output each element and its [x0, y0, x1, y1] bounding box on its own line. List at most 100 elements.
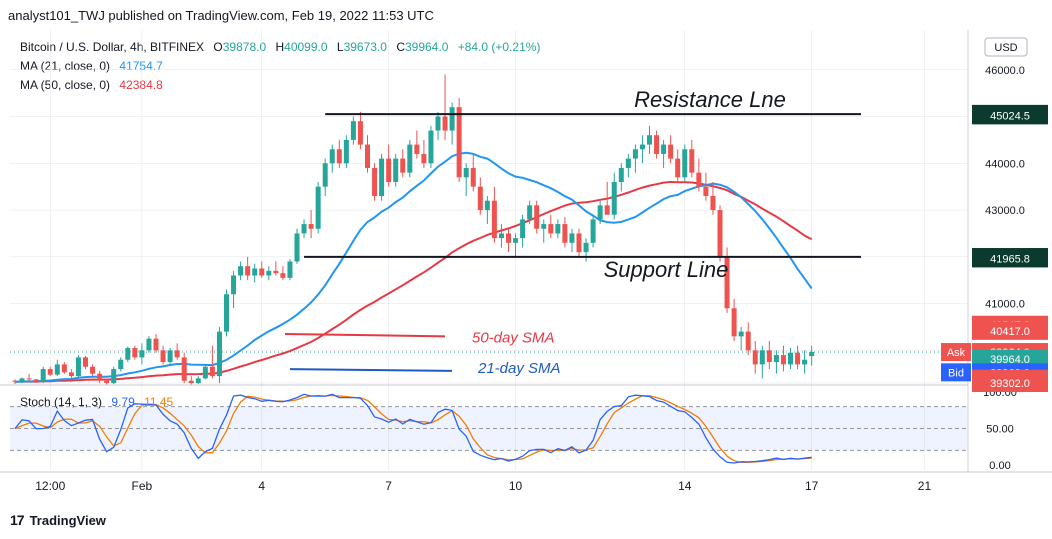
- candle-body: [654, 135, 660, 154]
- candle-body: [357, 121, 363, 145]
- high-value: 40099.0: [284, 40, 328, 54]
- time-tick-label: Feb: [132, 479, 153, 493]
- candle-body: [61, 364, 67, 373]
- sma21-pointer-line: [289, 368, 453, 372]
- candle-body: [463, 167, 469, 178]
- candle-body: [576, 233, 582, 253]
- stoch-legend: Stoch (14, 1, 3) 9.79 11.45: [20, 395, 173, 409]
- candle-body: [590, 219, 596, 243]
- candle-body: [40, 369, 46, 383]
- candle-body: [421, 153, 427, 164]
- candle-body: [491, 200, 497, 239]
- candle-body: [195, 378, 201, 384]
- candle-body: [562, 224, 568, 243]
- currency-badge: [984, 37, 1028, 57]
- candle-body: [583, 242, 589, 253]
- candle-body: [181, 357, 187, 381]
- quote-tag-label: Ask: [947, 347, 966, 359]
- open-value: 39878.0: [222, 40, 267, 54]
- ma50-label: MA (50, close, 0): [20, 78, 111, 92]
- candle-body: [47, 369, 53, 375]
- candle-body: [407, 144, 413, 173]
- low-value: 39673.0: [343, 40, 387, 54]
- candle-body: [33, 379, 39, 383]
- candle-body: [336, 149, 342, 164]
- candle-body: [449, 107, 455, 131]
- candle-body: [259, 268, 265, 276]
- symbol-title: Bitcoin / U.S. Dollar, 4h, BITFINEX: [20, 40, 205, 54]
- price-tick-label: 43000.0: [985, 205, 1025, 217]
- candle-body: [520, 219, 526, 239]
- price-label: 41965.8: [990, 253, 1030, 265]
- candle-body: [379, 158, 385, 197]
- candle-body: [350, 121, 356, 140]
- candle-body: [118, 359, 124, 370]
- candle-body: [301, 224, 307, 234]
- candle-body: [773, 355, 779, 363]
- candle-body: [484, 200, 490, 211]
- price-label-box: [972, 106, 1048, 125]
- candle-body: [188, 380, 194, 384]
- tradingview-brand: TradingView: [29, 512, 106, 528]
- price-label-box: [972, 249, 1048, 268]
- candle-body: [661, 144, 667, 154]
- candle-body: [632, 149, 638, 159]
- candle-body: [365, 144, 370, 168]
- candle-body: [639, 144, 645, 150]
- candle-body: [83, 357, 88, 367]
- candle-body: [238, 266, 244, 276]
- candle-body: [759, 350, 765, 365]
- resistance-label: Resistance Lne: [634, 87, 786, 112]
- candle-body: [12, 380, 18, 382]
- candle-body: [428, 130, 434, 164]
- candle-body: [604, 205, 610, 215]
- candle-body: [153, 338, 159, 351]
- candle-body: [132, 348, 138, 358]
- candle-body: [224, 294, 229, 332]
- candle-body: [273, 270, 279, 274]
- candle-body: [442, 116, 448, 131]
- support-label: Support Line: [604, 257, 729, 282]
- price-tick-label: 44000.0: [985, 158, 1025, 170]
- candle-body: [315, 186, 321, 229]
- candle-body: [498, 233, 504, 239]
- ma50-value: 42384.8: [119, 78, 163, 92]
- candle-body: [435, 116, 441, 131]
- candle-body: [809, 352, 815, 357]
- candle-body: [675, 158, 681, 178]
- ma21-label: MA (21, close, 0): [20, 59, 111, 73]
- candle-body: [54, 364, 60, 375]
- tradingview-logo[interactable]: 17 TradingView: [10, 512, 106, 528]
- ma21-line: [14, 151, 813, 383]
- candle-body: [795, 352, 801, 365]
- candle-body: [386, 158, 392, 182]
- candle-body: [752, 350, 758, 365]
- candle-body: [470, 167, 476, 187]
- candle-body: [555, 224, 561, 234]
- candle-body: [710, 196, 716, 211]
- price-label: 45024.5: [990, 110, 1030, 122]
- candle-body: [802, 359, 808, 365]
- time-tick-label: 14: [678, 479, 692, 493]
- candle-body: [167, 350, 173, 363]
- candle-body: [625, 158, 631, 168]
- quote-tag-box: [941, 363, 971, 382]
- ma21-legend: MA (21, close, 0) 41754.7: [20, 59, 163, 73]
- candle-body: [597, 205, 603, 220]
- price-label-box: [972, 374, 1048, 392]
- sma21-label: 21-day SMA: [477, 360, 561, 377]
- price-tick-label: 41000.0: [985, 299, 1025, 311]
- tradingview-logo-icon: 17: [10, 512, 25, 528]
- price-label: 39964.0: [990, 354, 1030, 366]
- candle-body: [513, 238, 519, 243]
- candle-body: [724, 256, 730, 309]
- moving-averages: [14, 151, 813, 383]
- sma50-label: 50-day SMA: [472, 329, 555, 346]
- sma50-pointer-line: [284, 332, 446, 338]
- currency-label: USD: [994, 42, 1017, 54]
- stoch-d-value: 11.45: [144, 395, 174, 409]
- candle-body: [372, 167, 378, 197]
- candle-body: [245, 266, 251, 276]
- candle-body: [75, 357, 81, 377]
